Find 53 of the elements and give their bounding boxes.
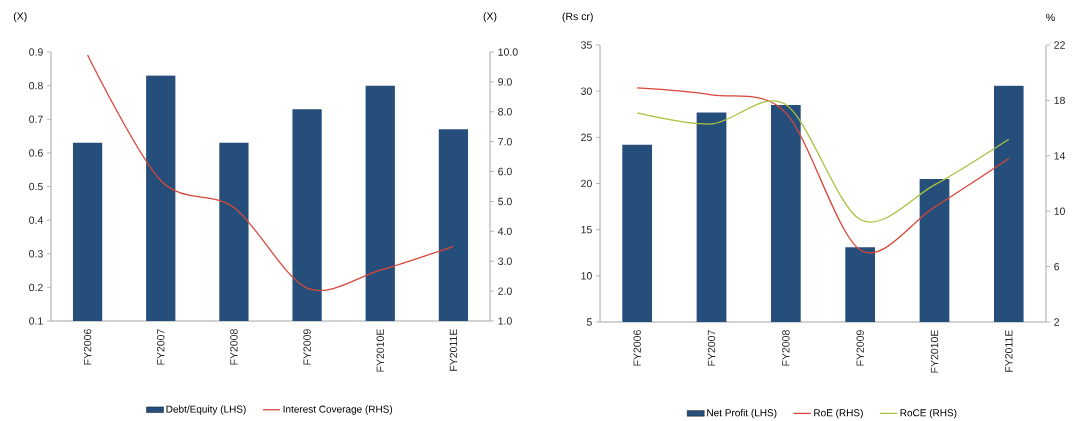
y2-tick-label: 6.0	[498, 167, 512, 176]
y2-axis-title: %	[1046, 13, 1055, 21]
legend-label: RoCE (RHS)	[900, 409, 957, 419]
y-tick-label: 0.6	[29, 149, 43, 157]
y-tick-label: 35	[581, 41, 592, 49]
y-tick-label: 0.2	[29, 283, 43, 292]
legend-label: Interest Coverage (RHS)	[283, 405, 393, 415]
y2-tick-label: 8.0	[498, 108, 512, 116]
y-tick-label: 0.8	[29, 81, 43, 90]
y-tick-label: 0.9	[29, 48, 43, 56]
y2-tick-label: 6	[1054, 262, 1060, 271]
y2-tick-label: 7.0	[498, 137, 512, 146]
y2-tick-label: 2.0	[498, 287, 512, 295]
y2-tick-label: 18	[1054, 96, 1065, 105]
x-tick-label: FY2010E	[930, 330, 939, 373]
y-axis-title: (Rs cr)	[562, 12, 593, 23]
legend-label: Net Profit (LHS)	[707, 409, 777, 419]
y-tick-label: 0.5	[29, 182, 43, 191]
x-tick-label: FY2010E	[376, 329, 384, 372]
y2-axis-title: (X)	[483, 12, 497, 22]
y-tick-label: 20	[581, 179, 592, 188]
y2-tick-label: 1.0	[498, 317, 512, 325]
y-axis-title: (X)	[13, 12, 27, 22]
x-tick-label: FY2011E	[1005, 330, 1013, 372]
y-tick-label: 0.1	[29, 317, 43, 325]
y2-tick-label: 10	[1054, 207, 1065, 215]
y2-tick-label: 10.0	[498, 48, 518, 56]
y2-tick-label: 5.0	[498, 197, 512, 206]
y-tick-label: 0.3	[29, 250, 43, 258]
x-tick-label: FY2009	[303, 329, 311, 365]
y2-tick-label: 3.0	[498, 257, 512, 265]
y2-tick-label: 14	[1054, 152, 1066, 160]
y-tick-label: 0.7	[29, 115, 43, 123]
x-tick-label: FY2008	[230, 329, 238, 365]
y2-tick-label: 4.0	[497, 227, 512, 236]
y-tick-label: 30	[581, 87, 592, 95]
x-tick-label: FY2007	[157, 329, 165, 365]
y-tick-label: 15	[581, 226, 592, 234]
y-tick-label: 5	[586, 318, 592, 326]
x-tick-label: FY2006	[83, 329, 92, 365]
legend-label: RoE (RHS)	[814, 409, 863, 419]
x-tick-label: FY2007	[707, 330, 716, 366]
x-tick-label: FY2011E	[449, 329, 458, 371]
y-tick-label: 10	[581, 272, 592, 280]
y-tick-label: 0.4	[29, 216, 43, 224]
x-tick-label: FY2008	[782, 330, 790, 366]
legend-label: Debt/Equity (LHS)	[166, 405, 246, 415]
x-tick-label: FY2006	[633, 330, 641, 366]
y2-tick-label: 9.0	[498, 78, 512, 86]
x-tick-label: FY2009	[856, 330, 864, 366]
y-tick-label: 25	[581, 133, 592, 142]
y2-tick-label: 22	[1054, 41, 1065, 49]
y2-tick-label: 2	[1054, 318, 1060, 326]
